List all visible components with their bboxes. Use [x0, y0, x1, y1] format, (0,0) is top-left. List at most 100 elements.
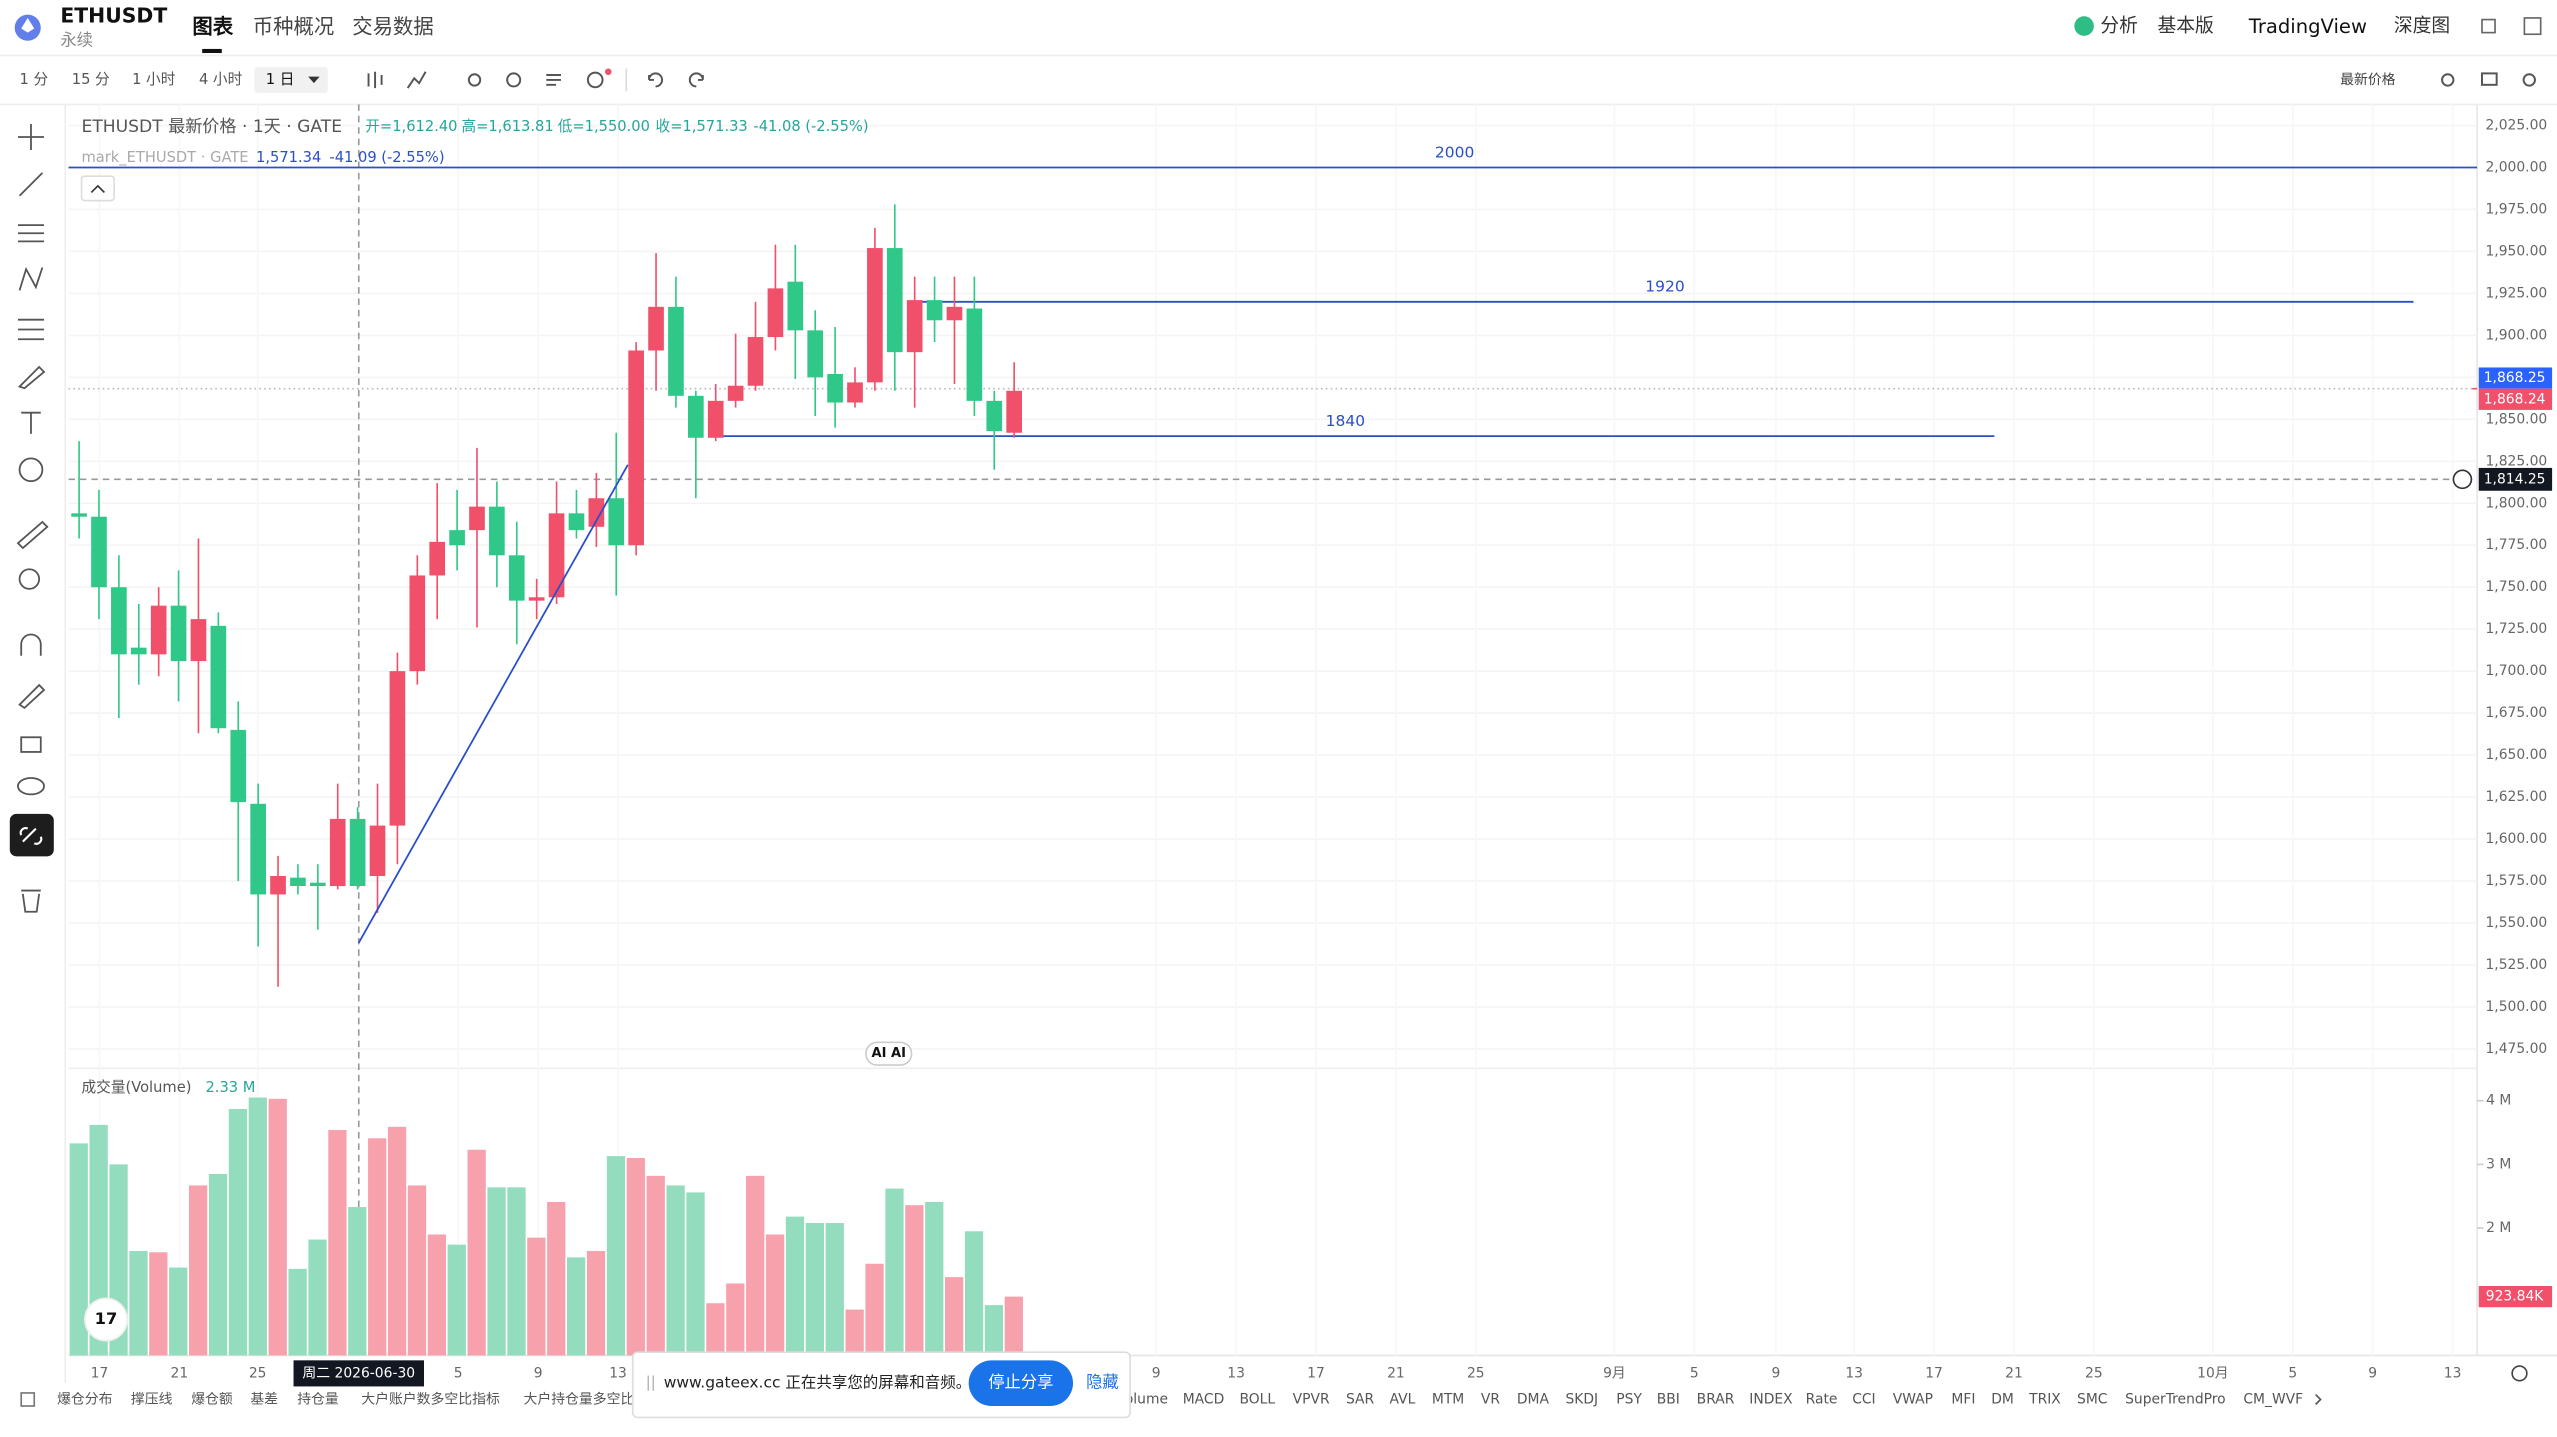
tool-crosshair[interactable]: [17, 123, 45, 151]
tool-brush[interactable]: [17, 365, 46, 390]
y-tick-label: 1,725.00: [2486, 621, 2548, 637]
tab[interactable]: 交易数据: [352, 15, 434, 39]
indicator-tab[interactable]: INDEX: [1749, 1391, 1793, 1407]
indicator-tab[interactable]: olume: [1125, 1391, 1168, 1407]
candle-body: [588, 498, 605, 527]
tool-channel[interactable]: [17, 224, 45, 243]
indicator-tab[interactable]: BOLL: [1239, 1391, 1275, 1407]
icon[interactable]: [406, 71, 427, 89]
price-tag: [2478, 388, 2553, 410]
icon[interactable]: [586, 71, 604, 89]
indicator-tab[interactable]: 爆仓额: [191, 1391, 233, 1407]
indicator-tab[interactable]: 基差: [250, 1390, 278, 1407]
tool-zoom[interactable]: [18, 568, 41, 590]
tv-logo: [83, 1297, 129, 1342]
volume-bar: [169, 1267, 188, 1356]
indicator-tab[interactable]: 大户持仓量多空比: [523, 1390, 634, 1407]
indicator-tab[interactable]: CCI: [1852, 1391, 1875, 1407]
axis-settings[interactable]: [2511, 1365, 2528, 1382]
candle-body: [528, 597, 545, 601]
tool-fib[interactable]: [17, 318, 45, 341]
icon[interactable]: [546, 74, 561, 86]
indicator-tab[interactable]: PSY: [1616, 1391, 1642, 1407]
indicator-tab[interactable]: 撑压线: [131, 1391, 173, 1407]
indicator-tab[interactable]: 持仓量: [297, 1391, 339, 1407]
ai-badge-text[interactable]: AI AI: [872, 1046, 906, 1061]
icon[interactable]: [506, 72, 522, 88]
indicator-more[interactable]: [2315, 1394, 2322, 1405]
indicator-tab[interactable]: MFI: [1951, 1391, 1975, 1407]
interval-selected[interactable]: [254, 66, 328, 93]
ai-badge[interactable]: [865, 1041, 913, 1066]
x-tick-label: 9月: [1603, 1365, 1626, 1381]
candle-body: [986, 400, 1003, 432]
tool-link-active[interactable]: [9, 813, 54, 857]
redo[interactable]: [688, 72, 704, 88]
interval[interactable]: 1 小时: [132, 71, 176, 88]
interval[interactable]: 4 小时: [199, 71, 243, 88]
tool-emoji[interactable]: [18, 457, 44, 483]
indicator-tab[interactable]: MACD: [1183, 1391, 1225, 1407]
icon[interactable]: [467, 73, 482, 87]
indicator-tab[interactable]: Rate: [1806, 1391, 1838, 1407]
indicator-tab[interactable]: SAR: [1346, 1391, 1375, 1407]
link-icon: [19, 827, 43, 845]
header-link[interactable]: 基本版: [2157, 15, 2213, 37]
candle-body: [966, 308, 983, 401]
header-link[interactable]: 深度图: [2394, 15, 2450, 37]
candle-body: [91, 516, 107, 588]
collapse-icon: [90, 184, 105, 194]
candle-body: [449, 530, 465, 546]
tool-lock[interactable]: [20, 736, 42, 753]
volume-tag: [2478, 1286, 2553, 1308]
tab[interactable]: 币种概况: [253, 15, 335, 39]
stop-share-button[interactable]: [968, 1360, 1074, 1407]
collapse-button[interactable]: [80, 175, 115, 202]
candle-body: [210, 625, 227, 729]
price-source[interactable]: 最新价格: [2340, 72, 2396, 88]
tool-lock-draw[interactable]: [18, 683, 46, 710]
interval[interactable]: 1 日: [266, 71, 295, 88]
interval[interactable]: 1 分: [20, 71, 49, 88]
tool-visibility[interactable]: [17, 777, 45, 796]
symbol[interactable]: ETHUSDT: [60, 3, 167, 27]
volume-bar: [348, 1207, 367, 1356]
interval[interactable]: 15 分: [72, 71, 110, 88]
indicator-tab[interactable]: BRAR: [1697, 1391, 1735, 1407]
indicator-tab[interactable]: AVL: [1390, 1391, 1416, 1407]
indicator-tab[interactable]: 大户账户数多空比指标: [361, 1390, 500, 1407]
indicator-tab[interactable]: DM: [1991, 1391, 2014, 1407]
fullscreen-icon[interactable]: [2523, 17, 2542, 36]
undo[interactable]: [648, 72, 664, 88]
indicator-tab[interactable]: VPVR: [1293, 1391, 1330, 1407]
indicator-tab[interactable]: TRIX: [2028, 1391, 2061, 1407]
indicator-tab[interactable]: 爆仓分布: [57, 1391, 113, 1407]
indicator-tab[interactable]: VWAP: [1893, 1391, 1933, 1407]
indicator-tab[interactable]: SKDJ: [1565, 1391, 1598, 1407]
expand-icon[interactable]: [2481, 18, 2496, 34]
tool-ruler[interactable]: [16, 520, 49, 550]
indicator-tab[interactable]: VR: [1481, 1391, 1500, 1407]
header-link[interactable]: TradingView: [2248, 15, 2367, 38]
tool-text[interactable]: [21, 411, 41, 434]
tool-pattern[interactable]: [18, 266, 44, 291]
indicator-tab[interactable]: BBI: [1657, 1391, 1680, 1407]
tool-trendline[interactable]: [18, 172, 44, 197]
tool-magnet[interactable]: [20, 633, 42, 656]
icon[interactable]: [367, 71, 383, 89]
indicator-tab[interactable]: SMC: [2077, 1391, 2107, 1407]
volume-bar: [785, 1216, 805, 1356]
indicator-tab[interactable]: CM_WVF: [2243, 1391, 2303, 1407]
header-link[interactable]: 分析: [2100, 15, 2137, 37]
search-icon[interactable]: [2441, 73, 2455, 87]
tool-delete[interactable]: [21, 889, 41, 913]
indicator-tab[interactable]: SuperTrendPro: [2125, 1391, 2226, 1407]
indicator-tab[interactable]: DMA: [1517, 1391, 1550, 1407]
camera-icon[interactable]: [2481, 72, 2498, 86]
stop-share-label[interactable]: 停止分享: [988, 1373, 1053, 1392]
candle-body: [608, 498, 625, 546]
indicator-tab[interactable]: MTM: [1432, 1391, 1464, 1407]
tab[interactable]: 图表: [192, 15, 233, 39]
hide-link[interactable]: 隐藏: [1086, 1373, 1119, 1392]
settings-icon[interactable]: [2522, 73, 2536, 87]
